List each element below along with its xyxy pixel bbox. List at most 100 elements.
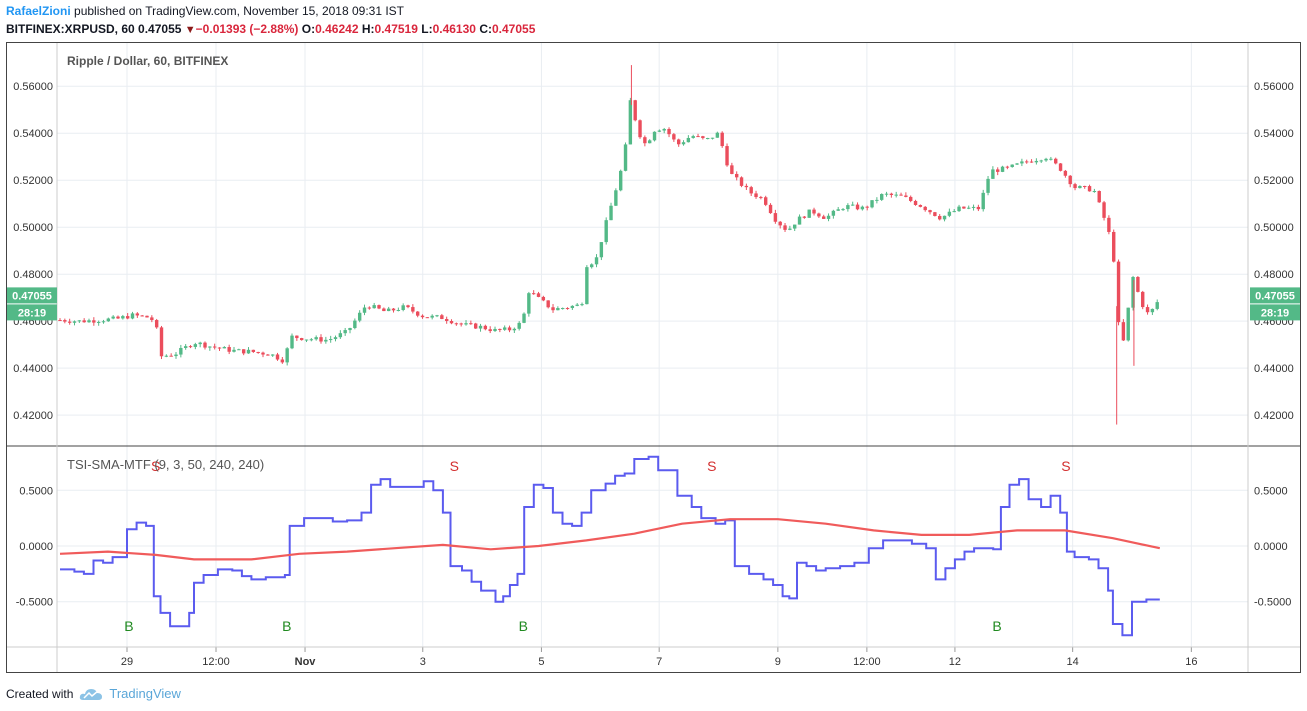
price-tick-right: 0.44000: [1254, 363, 1294, 375]
candle-body: [82, 320, 86, 323]
candle-body: [686, 137, 691, 143]
candle-body: [647, 140, 652, 144]
candle-body: [498, 328, 502, 330]
candle-body: [208, 346, 212, 348]
tradingview-brand-link[interactable]: TradingView: [109, 686, 181, 701]
sell-signal: S: [151, 458, 160, 474]
candle-body: [802, 216, 807, 218]
candle-body: [319, 337, 323, 342]
buy-signal: B: [124, 618, 133, 634]
candle-body: [174, 354, 178, 357]
candle-body: [299, 338, 304, 341]
candle-body: [967, 207, 971, 209]
candle-body: [101, 321, 106, 323]
candle-body: [1005, 166, 1010, 168]
candle-body: [788, 228, 792, 230]
candle-body: [933, 212, 937, 216]
candle-body: [560, 308, 565, 310]
candle-body: [116, 316, 120, 319]
time-tick-label: 9: [775, 656, 781, 668]
candle-body: [1116, 261, 1121, 323]
last-price-marker-left: [7, 287, 57, 304]
candle-body: [759, 197, 763, 199]
indicator-series[interactable]: S S S S B B B B: [59, 455, 1161, 637]
candle-body: [701, 136, 705, 139]
candle-body: [531, 293, 536, 295]
candle-body: [386, 308, 391, 312]
candle-body: [1010, 164, 1014, 168]
candle-body: [918, 204, 923, 207]
candle-body: [1131, 277, 1135, 308]
candle-body: [773, 213, 778, 222]
candle-body: [783, 225, 787, 230]
last-price-label-left: 0.47055: [12, 290, 52, 302]
candle-body: [217, 347, 222, 349]
candle-body: [459, 323, 463, 325]
candle-body: [1020, 161, 1024, 164]
time-tick-label: Nov: [295, 656, 317, 668]
candle-body: [681, 142, 686, 145]
candle-body: [164, 355, 169, 357]
candle-body: [512, 328, 517, 331]
last-price-label-right: 0.47055: [1255, 290, 1295, 302]
candle-body: [154, 320, 159, 328]
candle-body: [749, 187, 753, 194]
candle-body: [638, 120, 642, 138]
sma-line: [59, 518, 1161, 561]
candle-body: [730, 165, 734, 174]
countdown-label-right: 28:19: [1261, 307, 1289, 319]
tradingview-cloud-icon[interactable]: [79, 687, 103, 701]
candle-body: [793, 224, 797, 229]
candle-body: [860, 206, 865, 210]
candle-body: [382, 308, 386, 312]
grid-lines: [57, 43, 1248, 652]
candle-body: [1126, 307, 1130, 341]
price-tick-left: 0.50000: [13, 222, 53, 234]
time-tick-label: 12: [949, 656, 961, 668]
candle-body: [764, 197, 768, 205]
candle-body: [662, 128, 666, 131]
candle-body: [1087, 186, 1092, 192]
candle-body: [715, 132, 720, 138]
time-tick-label: 7: [656, 656, 662, 668]
low-label: L:: [421, 22, 433, 36]
candle-body: [203, 342, 207, 348]
price-tick-right: 0.54000: [1254, 128, 1294, 140]
candle-body: [754, 193, 758, 198]
candle-body: [585, 267, 589, 305]
candle-series[interactable]: [58, 65, 1159, 425]
candle-body: [996, 169, 1000, 172]
candle-body: [469, 323, 473, 325]
down-arrow-icon: ▼: [184, 24, 196, 36]
candle-body: [807, 209, 811, 218]
candle-body: [1000, 166, 1005, 172]
candle-body: [92, 320, 96, 323]
candle-body: [183, 346, 188, 348]
candle-body: [904, 195, 908, 197]
candle-body: [188, 346, 193, 348]
candle-body: [111, 316, 115, 319]
time-tick-label: 3: [420, 656, 426, 668]
candle-body: [1141, 291, 1145, 308]
candle-body: [1145, 307, 1150, 313]
candle-body: [473, 323, 478, 329]
author-link[interactable]: RafaelZioni: [6, 4, 71, 18]
ohlc-header: BITFINEX:XRPUSD, 60 0.47055 ▼−0.01393 (−…: [6, 22, 535, 36]
candle-body: [72, 321, 77, 323]
price-tick-left: 0.52000: [13, 175, 53, 187]
indicator-tick-left: 0.5000: [19, 485, 53, 497]
candle-body: [488, 329, 492, 332]
candle-body: [942, 215, 947, 220]
candle-body: [169, 355, 173, 357]
candle-body: [449, 320, 454, 324]
candle-body: [870, 200, 874, 208]
low-value: 0.46130: [432, 22, 476, 36]
candle-body: [778, 221, 782, 226]
indicator-tick-right: -0.5000: [1254, 597, 1291, 609]
sell-signal: S: [707, 458, 716, 474]
candle-body: [831, 210, 836, 216]
candle-body: [609, 205, 613, 221]
candle-body: [551, 307, 555, 311]
